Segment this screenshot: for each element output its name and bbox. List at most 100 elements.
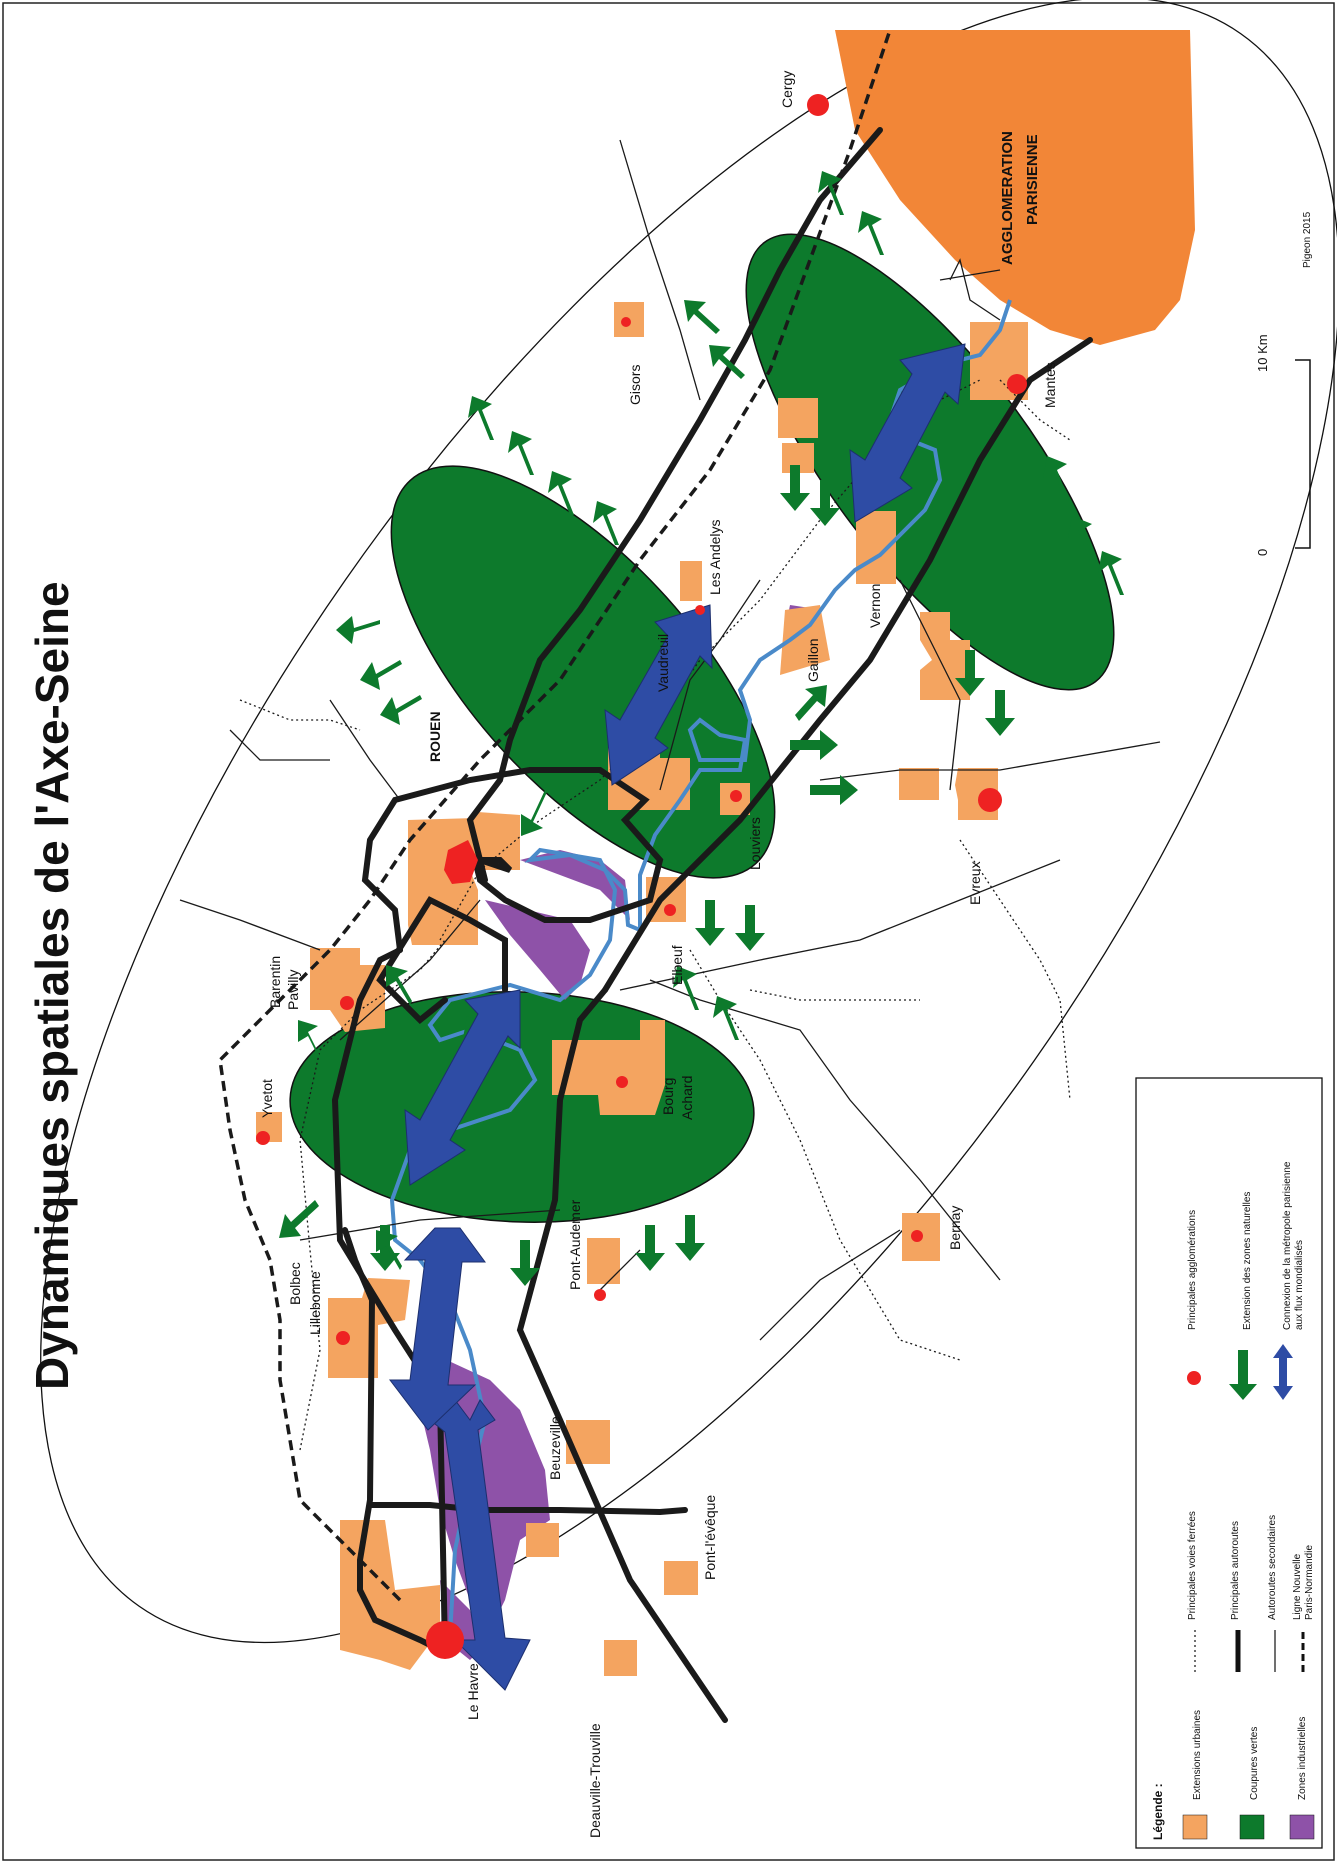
label-vaudreuil: Vaudreuil	[655, 634, 671, 692]
green-arrow-12	[521, 790, 547, 836]
urban-gaillon	[780, 605, 830, 675]
legend-label-secondary: Autoroutes secondaires	[1267, 1515, 1278, 1620]
urban-honfleur-south	[664, 1561, 698, 1595]
dot-bourg-achard	[616, 1076, 628, 1088]
label-beuzeville: Beuzeville	[547, 1416, 563, 1480]
dot-mantes	[1007, 374, 1027, 394]
green-arrows	[279, 171, 1124, 1286]
green-arrow-15	[795, 685, 827, 721]
highway-a28-a154	[466, 127, 883, 883]
highway-a13-paris	[602, 337, 1093, 993]
green-arrow-25	[673, 966, 699, 1010]
highway-a13-lehavre	[367, 1502, 688, 1516]
green-arrow-32	[510, 1240, 540, 1286]
agglomeration-dots	[256, 94, 1027, 1659]
label-achard: Achard	[679, 1076, 695, 1120]
green-arrow-2	[858, 211, 884, 255]
dot-yvetot	[256, 1131, 270, 1145]
legend-icon-blue-arrow	[1273, 1344, 1293, 1400]
label-le-havre: Le Havre	[465, 1663, 481, 1720]
label-bourg: Bourg	[660, 1078, 676, 1115]
legend-label-rail: Principales voies ferrées	[1187, 1511, 1198, 1620]
green-arrow-30	[279, 1200, 319, 1238]
urban-le-havre	[340, 1520, 440, 1670]
paris-agglomeration-area	[835, 30, 1195, 345]
legend-label-agglos: Principales agglomérations	[1187, 1210, 1198, 1330]
label-pont-audemer: Pont-Audemer	[567, 1199, 583, 1290]
industrial-zone-rouen-south	[485, 900, 590, 1000]
green-arrow-13	[790, 730, 838, 760]
green-arrow-3	[684, 300, 720, 334]
legend-icon-red-dot	[1187, 1371, 1201, 1385]
green-arrow-9	[336, 616, 380, 644]
place-labels: ROUEN Le Havre Deauville-Trouville Pont-…	[259, 71, 1058, 1838]
label-evreux: Evreux	[967, 861, 983, 905]
legend-label-highway: Principales autoroutes	[1230, 1521, 1241, 1620]
urban-barentin	[310, 948, 385, 1032]
dot-barentin	[340, 996, 354, 1010]
green-arrow-18	[780, 465, 810, 511]
highway-gisors	[376, 896, 508, 1025]
green-arrow-4	[709, 345, 745, 379]
green-arrow-23	[1068, 516, 1094, 560]
label-deauville: Deauville-Trouville	[587, 1723, 603, 1838]
credit-text: Pigeon 2015	[1302, 211, 1313, 268]
dot-cergy	[807, 94, 829, 116]
paris-label-line1: AGGLOMERATION	[999, 131, 1016, 265]
highway-a13	[516, 987, 728, 1723]
label-vernon: Vernon	[867, 584, 883, 628]
blue-arrow-bourg-achard	[404, 989, 521, 1186]
label-gaillon: Gaillon	[805, 638, 821, 682]
green-arrow-26	[713, 996, 739, 1040]
green-arrow-14	[810, 775, 858, 805]
legend-label-natural: Extension des zones naturelles	[1242, 1192, 1253, 1330]
label-pavilly: Pavilly	[285, 970, 301, 1010]
urban-bonnieres	[778, 398, 818, 438]
dot-louviers	[730, 790, 742, 802]
blue-arrow-tancarville	[388, 1227, 486, 1431]
label-barentin: Barentin	[267, 956, 283, 1008]
legend-label-connexion-1: Connexion de la métropole parisienne	[1282, 1161, 1293, 1330]
green-arrow-5	[468, 396, 494, 440]
green-belts	[289, 233, 1115, 1223]
label-bernay: Bernay	[947, 1206, 963, 1250]
legend-heading: Légende :	[1151, 1783, 1165, 1840]
green-arrow-28	[386, 965, 412, 1005]
urban-pont-audemer	[587, 1238, 620, 1284]
green-arrow-21	[985, 690, 1015, 736]
dot-les-andelys	[695, 605, 705, 615]
dot-le-havre	[426, 1621, 464, 1659]
green-arrow-16	[695, 900, 725, 946]
green-arrow-10	[360, 660, 402, 690]
label-yvetot: Yvetot	[259, 1079, 275, 1118]
dot-pont-audemer	[594, 1289, 606, 1301]
ligne-nouvelle-paris-normandie	[218, 29, 892, 1602]
legend-icon-green-arrow	[1229, 1350, 1257, 1400]
green-arrow-31	[370, 1225, 400, 1271]
green-arrow-35	[376, 1230, 402, 1270]
green-arrow-20	[955, 650, 985, 696]
legend-label-lnpn-2: Paris-Normandie	[1304, 1545, 1315, 1620]
urban-beuzeville-east	[526, 1523, 559, 1557]
legend-swatch-green	[1239, 1814, 1265, 1840]
label-rouen: ROUEN	[427, 711, 443, 762]
dot-lillebonne	[336, 1331, 350, 1345]
legend-swatch-industrial	[1289, 1814, 1315, 1840]
green-arrow-24	[1098, 551, 1124, 595]
blue-arrow-mantes	[849, 343, 966, 523]
green-arrow-29	[298, 1020, 320, 1060]
legend-label-industrial: Zones industrielles	[1297, 1717, 1308, 1800]
green-arrow-6	[508, 431, 534, 475]
dot-gisors	[621, 317, 631, 327]
green-arrow-19	[810, 480, 840, 526]
legend-box	[1135, 1077, 1323, 1849]
green-arrow-17	[735, 905, 765, 951]
dot-rouen	[444, 840, 478, 884]
label-mantes: Mantes	[1042, 362, 1058, 408]
dot-bernay	[911, 1230, 923, 1242]
legend-swatch-urban	[1182, 1814, 1208, 1840]
scale-bar: 0 10 Km	[1255, 334, 1311, 556]
urban-evreux-west	[899, 768, 939, 800]
